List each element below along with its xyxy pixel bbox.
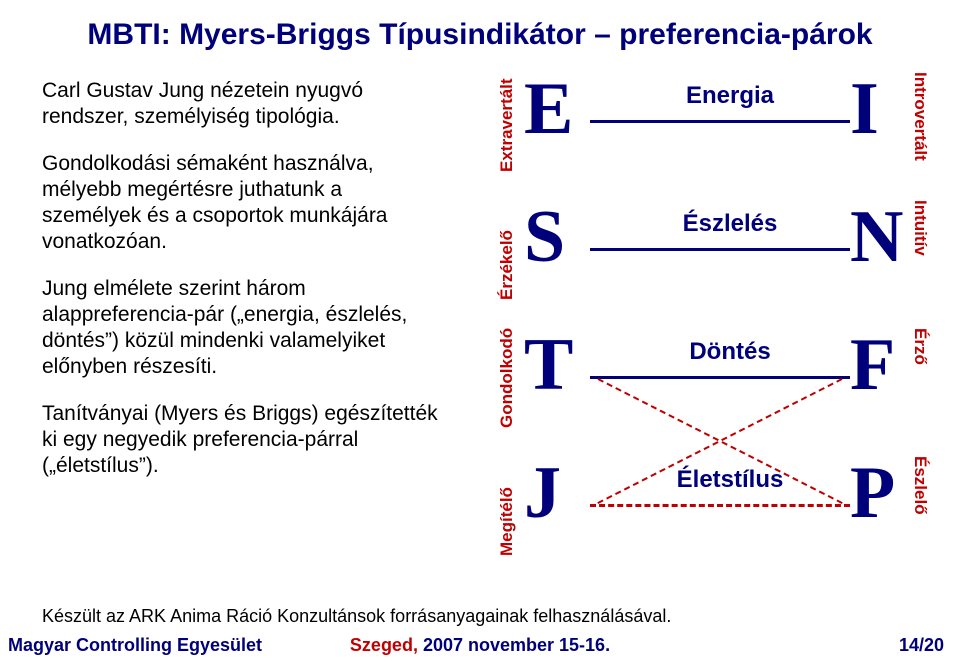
pair-row-TF: Gondolkodó Érző T F Döntés [480,322,940,442]
pair-line [590,120,850,123]
left-letter: S [524,200,565,274]
right-letter: F [850,328,895,402]
paragraph-3: Jung elmélete szerint három alappreferen… [42,276,442,381]
footer-center: Szeged, 2007 november 15-16. [0,635,960,656]
pair-center-label: Életstílus [620,466,840,494]
paragraph-2: Gondolkodási sémaként használva, mélyebb… [42,151,442,256]
paragraph-4: Tanítványai (Myers és Briggs) egészített… [42,401,442,480]
footer: Magyar Controlling Egyesület Szeged, 200… [0,635,960,661]
left-letter: J [524,456,561,530]
mbti-diagram: Extravertált Introvertált E I Energia Érzékel… [480,66,940,586]
left-word-label: Gondolkodó [498,328,515,428]
pair-center-label: Döntés [620,338,840,366]
body-text: Carl Gustav Jung nézetein nyugvó rendsze… [42,78,442,499]
pair-row-JP: Megítélő Észlelő J P Életstílus [480,450,940,570]
pair-row-EI: Extravertált Introvertált E I Energia [480,66,940,186]
pair-line [590,376,850,379]
left-word-label: Extravertált [498,72,515,172]
pair-line [590,248,850,251]
right-letter: P [850,456,895,530]
right-word-label: Észlelő [912,456,929,556]
page-title: MBTI: Myers-Briggs Típusindikátor – pref… [0,0,960,52]
right-word-label: Intuitív [912,200,929,300]
right-letter: N [850,200,903,274]
left-word-label: Érzékelő [498,200,515,300]
right-letter: I [850,72,879,146]
pair-line [590,504,850,507]
right-word-label: Érző [912,328,929,428]
attribution-text: Készült az ARK Anima Ráció Konzultánsok … [42,606,671,627]
pair-center-label: Észlelés [620,210,840,238]
left-word-label: Megítélő [498,456,515,556]
footer-year: 2007 november 15-16. [423,635,610,655]
pair-center-label: Energia [620,82,840,110]
paragraph-1: Carl Gustav Jung nézetein nyugvó rendsze… [42,78,442,131]
footer-city: Szeged, [350,635,423,655]
pair-row-SN: Érzékelő Intuitív S N Észlelés [480,194,940,314]
footer-page: 14/20 [899,635,944,656]
right-word-label: Introvertált [912,72,929,172]
left-letter: T [524,328,573,402]
left-letter: E [524,72,573,146]
